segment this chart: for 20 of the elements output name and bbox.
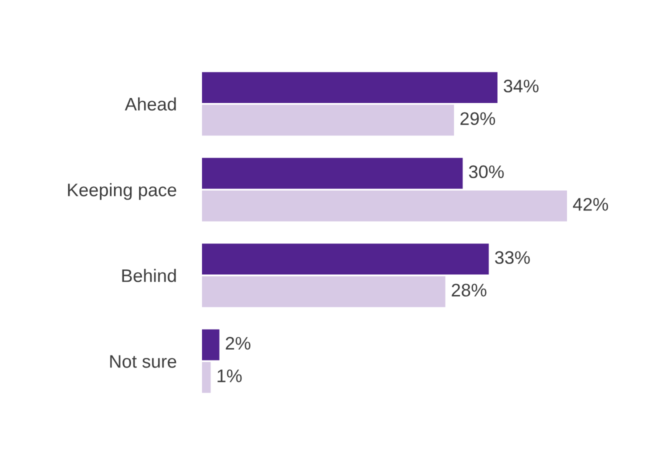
y-tick-label: Not sure xyxy=(110,355,176,368)
data-label: 42% xyxy=(572,198,608,211)
data-label: 28% xyxy=(452,284,486,297)
bar xyxy=(202,276,446,308)
bar xyxy=(202,362,211,393)
bar xyxy=(202,329,220,360)
y-tick-label: Ahead xyxy=(124,97,176,111)
bar xyxy=(202,190,567,222)
data-label: 34% xyxy=(504,80,539,92)
data-label: 33% xyxy=(495,251,530,264)
data-label: 29% xyxy=(460,112,496,126)
y-tick-label: Behind xyxy=(122,268,176,282)
bar xyxy=(202,72,498,104)
bar xyxy=(202,104,454,136)
bar xyxy=(202,158,463,189)
data-label: 2% xyxy=(226,336,250,350)
y-tick-label: Keeping pace xyxy=(68,183,176,200)
data-label: 30% xyxy=(468,165,504,178)
bar xyxy=(202,244,489,275)
data-label: 1% xyxy=(218,370,242,382)
